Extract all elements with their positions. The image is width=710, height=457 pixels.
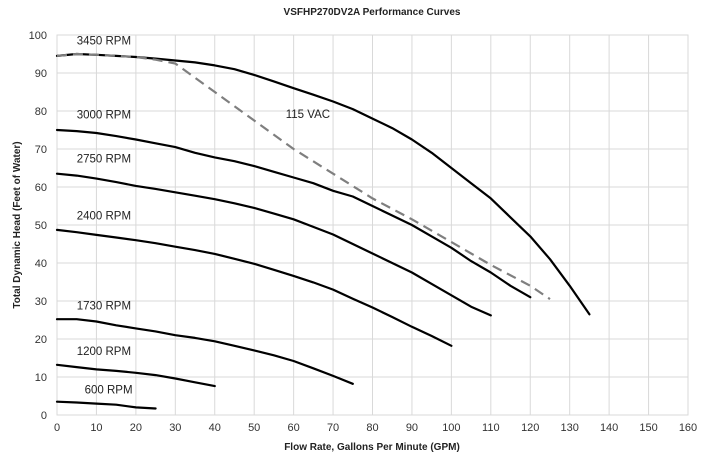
x-tick-label: 30 <box>169 422 181 434</box>
y-tick-label: 10 <box>35 372 47 384</box>
series-line-1730-rpm <box>55 318 354 385</box>
series-line-3000-rpm <box>55 128 532 299</box>
series-line-2750-rpm <box>55 172 492 317</box>
series-label-115-vac: 115 VAC <box>286 109 330 121</box>
y-tick-label: 70 <box>35 144 47 156</box>
x-tick-label: 120 <box>521 422 539 434</box>
y-tick-label: 0 <box>41 410 47 422</box>
x-tick-label: 150 <box>639 422 657 434</box>
grid <box>56 34 689 416</box>
y-tick-label: 90 <box>35 68 47 80</box>
x-tick-label: 160 <box>679 422 697 434</box>
y-tick-label: 30 <box>35 296 47 308</box>
series-labels: 3450 RPM 3000 RPM 2750 RPM 2400 RPM 1730 RPM… <box>77 36 330 397</box>
x-tick-label: 0 <box>54 422 60 434</box>
y-tick-label: 60 <box>35 182 47 194</box>
series-line-1200-rpm <box>55 363 216 388</box>
y-axis-label: Total Dynamic Head (Feet of Water) <box>12 141 23 308</box>
x-tick-label: 50 <box>248 422 260 434</box>
series-label-1200-rpm: 1200 RPM <box>77 346 131 358</box>
y-tick-label: 80 <box>35 106 47 118</box>
y-axis-ticks: 0 10 20 30 40 50 60 70 80 90 100 <box>29 30 47 422</box>
y-tick-label: 100 <box>29 30 47 42</box>
x-tick-label: 100 <box>442 422 460 434</box>
x-axis-label: Flow Rate, Gallons Per Minute (GPM) <box>284 442 460 453</box>
series-label-1730-rpm: 1730 RPM <box>77 300 131 312</box>
y-tick-label: 20 <box>35 334 47 346</box>
x-tick-label: 40 <box>209 422 221 434</box>
series-layer <box>55 52 591 410</box>
y-tick-label: 40 <box>35 258 47 270</box>
x-tick-label: 110 <box>482 422 500 434</box>
chart-title: VSFHP270DV2A Performance Curves <box>284 7 461 18</box>
series-label-2750-rpm: 2750 RPM <box>77 153 131 165</box>
series-line-115-vac <box>56 52 551 301</box>
y-tick-label: 50 <box>35 220 47 232</box>
series-label-3450-rpm: 3450 RPM <box>77 36 131 48</box>
series-label-3000-rpm: 3000 RPM <box>77 110 131 122</box>
x-tick-label: 20 <box>130 422 142 434</box>
plot-frame <box>56 34 689 416</box>
x-tick-label: 80 <box>366 422 378 434</box>
x-tick-label: 140 <box>600 422 618 434</box>
x-tick-label: 10 <box>90 422 102 434</box>
x-tick-label: 130 <box>561 422 579 434</box>
series-line-2400-rpm <box>55 228 453 347</box>
series-label-2400-rpm: 2400 RPM <box>77 210 131 222</box>
x-tick-label: 70 <box>327 422 339 434</box>
x-tick-label: 60 <box>288 422 300 434</box>
series-label-600-rpm: 600 RPM <box>85 384 133 396</box>
series-line-600-rpm <box>55 400 157 410</box>
x-tick-label: 90 <box>406 422 418 434</box>
x-axis-ticks: 0 10 20 30 40 50 60 70 80 90 100 110 120 130 140 150 160 <box>54 422 697 434</box>
